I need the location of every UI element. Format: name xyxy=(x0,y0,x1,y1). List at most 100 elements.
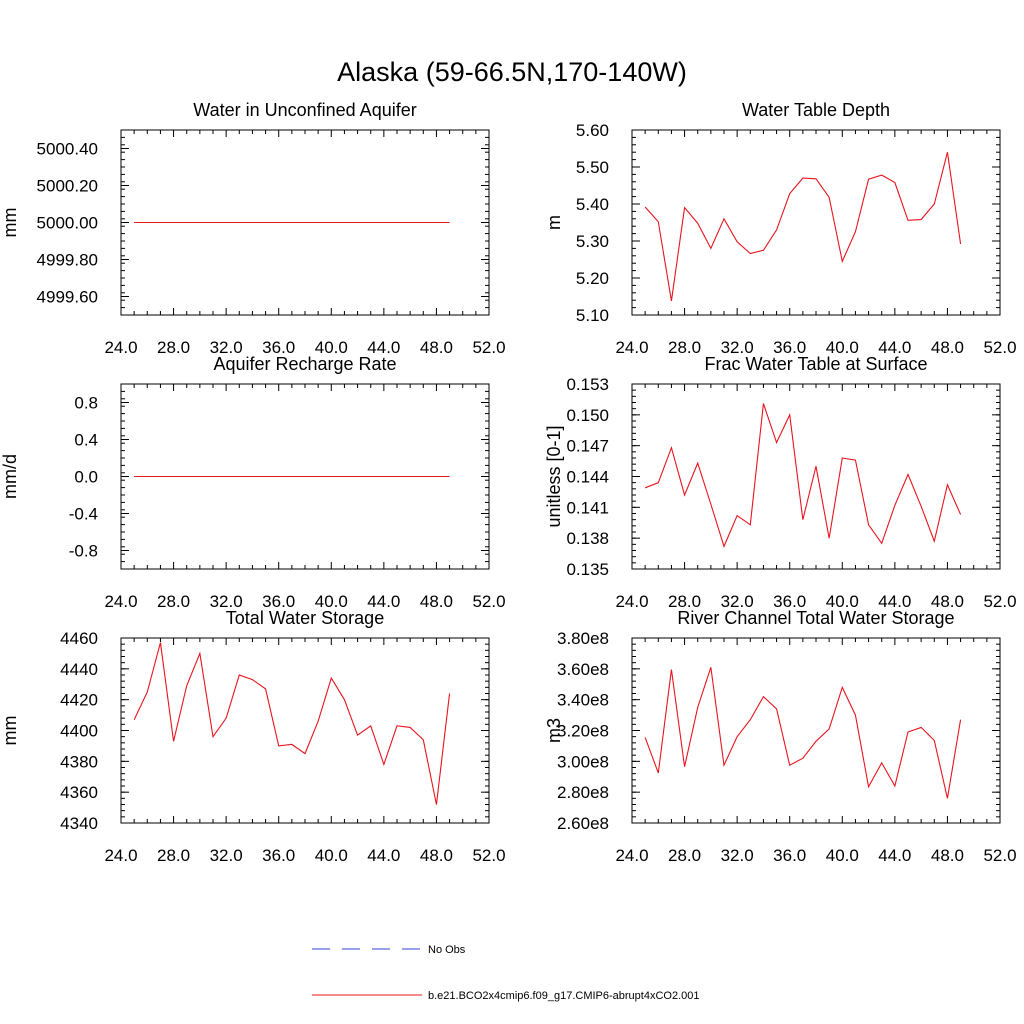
data-point xyxy=(947,484,948,485)
panel-title: Water Table Depth xyxy=(742,100,890,120)
figure-title: Alaska (59-66.5N,170-140W) xyxy=(337,57,687,87)
y-tick-label: 5000.20 xyxy=(37,177,98,196)
panel-title: River Channel Total Water Storage xyxy=(677,608,954,628)
data-point xyxy=(894,785,895,786)
data-point xyxy=(278,476,279,477)
data-point xyxy=(396,222,397,223)
data-point xyxy=(265,476,266,477)
x-tick-label: 52.0 xyxy=(472,338,505,357)
x-tick-label: 44.0 xyxy=(367,592,400,611)
data-point xyxy=(410,727,411,728)
data-point xyxy=(750,719,751,720)
data-point xyxy=(331,222,332,223)
data-point xyxy=(331,677,332,678)
data-point xyxy=(723,765,724,766)
data-point xyxy=(147,222,148,223)
x-tick-label: 24.0 xyxy=(615,592,648,611)
data-point xyxy=(134,222,135,223)
data-point xyxy=(436,804,437,805)
data-point xyxy=(449,476,450,477)
data-point xyxy=(894,182,895,183)
y-tick-label: 0.135 xyxy=(566,560,609,579)
data-point xyxy=(212,736,213,737)
data-point xyxy=(147,476,148,477)
data-point xyxy=(960,514,961,515)
data-point xyxy=(710,667,711,668)
data-point xyxy=(697,463,698,464)
data-point xyxy=(186,222,187,223)
x-tick-label: 52.0 xyxy=(983,592,1016,611)
data-point xyxy=(829,728,830,729)
y-axis-label: mm xyxy=(0,716,20,746)
data-point xyxy=(239,222,240,223)
y-tick-label: 4999.80 xyxy=(37,251,98,270)
data-point xyxy=(789,414,790,415)
x-tick-label: 44.0 xyxy=(878,846,911,865)
data-point xyxy=(186,685,187,686)
data-point xyxy=(318,721,319,722)
data-point xyxy=(842,457,843,458)
data-point xyxy=(410,222,411,223)
x-tick-label: 44.0 xyxy=(367,338,400,357)
y-axis-label: mm xyxy=(0,208,20,238)
plot-frame xyxy=(631,129,1001,316)
data-point xyxy=(252,222,253,223)
data-point xyxy=(396,725,397,726)
data-point xyxy=(226,718,227,719)
data-point xyxy=(278,222,279,223)
data-point xyxy=(370,476,371,477)
data-point xyxy=(658,221,659,222)
data-point xyxy=(894,505,895,506)
data-point xyxy=(160,476,161,477)
data-point xyxy=(239,476,240,477)
data-point xyxy=(763,403,764,404)
data-point xyxy=(737,736,738,737)
data-point xyxy=(423,476,424,477)
x-tick-label: 40.0 xyxy=(315,592,348,611)
data-point xyxy=(750,524,751,525)
data-point xyxy=(304,222,305,223)
data-point xyxy=(134,476,135,477)
x-tick-label: 32.0 xyxy=(721,338,754,357)
data-point xyxy=(436,476,437,477)
data-point xyxy=(357,222,358,223)
x-tick-label: 40.0 xyxy=(315,338,348,357)
series-line xyxy=(133,642,451,805)
y-tick-label: 0.147 xyxy=(566,437,609,456)
data-point xyxy=(842,687,843,688)
data-point xyxy=(947,798,948,799)
x-tick-label: 36.0 xyxy=(262,846,295,865)
x-tick-label: 24.0 xyxy=(104,338,137,357)
data-point xyxy=(868,786,869,787)
data-point xyxy=(370,222,371,223)
data-point xyxy=(829,538,830,539)
data-point xyxy=(173,476,174,477)
x-tick-label: 28.0 xyxy=(668,592,701,611)
data-point xyxy=(815,178,816,179)
y-tick-label: 3.20e8 xyxy=(557,722,609,741)
data-point xyxy=(160,222,161,223)
data-point xyxy=(239,674,240,675)
x-tick-label: 40.0 xyxy=(826,338,859,357)
panel-title: Frac Water Table at Surface xyxy=(704,354,927,374)
data-point xyxy=(304,753,305,754)
y-tick-label: -0.4 xyxy=(69,505,98,524)
x-tick-label: 32.0 xyxy=(721,846,754,865)
data-point xyxy=(383,222,384,223)
x-tick-label: 40.0 xyxy=(315,846,348,865)
data-point xyxy=(291,222,292,223)
y-tick-label: 4360 xyxy=(60,783,98,802)
data-point xyxy=(199,222,200,223)
data-point xyxy=(252,476,253,477)
y-tick-label: 0.138 xyxy=(566,529,609,548)
x-tick-label: 48.0 xyxy=(931,338,964,357)
y-tick-label: 4999.60 xyxy=(37,288,98,307)
plot-frame xyxy=(631,383,1001,570)
data-point xyxy=(370,725,371,726)
y-tick-label: 0.0 xyxy=(74,468,98,487)
y-tick-label: 5.40 xyxy=(576,195,609,214)
y-axis-label: mm/d xyxy=(0,454,20,499)
x-tick-label: 48.0 xyxy=(420,592,453,611)
data-point xyxy=(436,222,437,223)
